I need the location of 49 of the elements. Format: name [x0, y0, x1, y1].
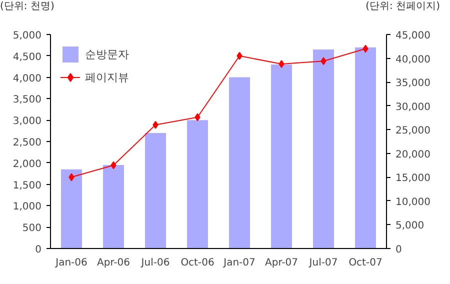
x-tick-label: Oct-07: [348, 258, 382, 268]
x-tick-label: Oct-06: [180, 258, 214, 268]
y2-tick-label: 25,000: [396, 126, 430, 137]
bar: [61, 169, 82, 248]
point: [194, 113, 200, 122]
bar: [355, 47, 376, 248]
y-tick-label: 4,500: [12, 52, 42, 63]
x-tick-label: Jan-06: [54, 258, 88, 268]
y-axis-title: (단위: 천명): [0, 0, 54, 14]
y-tick-label: 1,000: [12, 202, 42, 213]
legend-label: 페이지뷰: [85, 70, 129, 84]
point: [110, 161, 116, 170]
bar: [103, 165, 124, 248]
y-tick-label: 4,000: [12, 73, 42, 84]
y2-tick-label: 0: [396, 244, 402, 256]
y2-tick-label: 40,000: [396, 54, 430, 66]
point: [278, 60, 284, 68]
x-tick-label: Jan-07: [222, 258, 256, 268]
bar: [271, 64, 292, 248]
y-tick-label: 2,000: [12, 158, 42, 170]
point: [236, 52, 242, 60]
point: [152, 120, 158, 129]
y-tick-label: 3,000: [12, 116, 42, 128]
y-tick-label: 0: [35, 244, 42, 256]
y-tick-label: 2,500: [12, 138, 42, 148]
y2-tick-label: 10,000: [396, 196, 430, 208]
y2-tick-label: 5,000: [396, 220, 424, 232]
legend-label: 순방문자: [85, 46, 129, 62]
y2-tick-label: 35,000: [396, 78, 430, 90]
y2-axis-title: (단위: 천페이지): [366, 0, 440, 14]
y2-tick-label: 15,000: [396, 173, 430, 184]
point: [320, 57, 326, 66]
x-tick-label: Jul-07: [308, 258, 338, 268]
point: [362, 44, 368, 53]
x-tick-label: Apr-07: [265, 258, 298, 268]
bar: [313, 49, 334, 248]
y-tick-label: 1,500: [12, 180, 42, 192]
x-tick-label: Jul-06: [140, 258, 170, 268]
y2-tick-label: 20,000: [396, 149, 430, 160]
x-tick-label: Apr-06: [97, 258, 130, 268]
bar: [145, 132, 166, 248]
y-tick-label: 5,000: [12, 30, 42, 42]
point: [68, 173, 74, 182]
bar: [187, 120, 208, 248]
y2-tick-label: 45,000: [396, 30, 430, 42]
y2-tick-label: 30,000: [396, 102, 430, 113]
y-tick-label: 3,500: [12, 94, 42, 106]
y-tick-label: 500: [22, 223, 42, 234]
bar: [229, 77, 250, 248]
